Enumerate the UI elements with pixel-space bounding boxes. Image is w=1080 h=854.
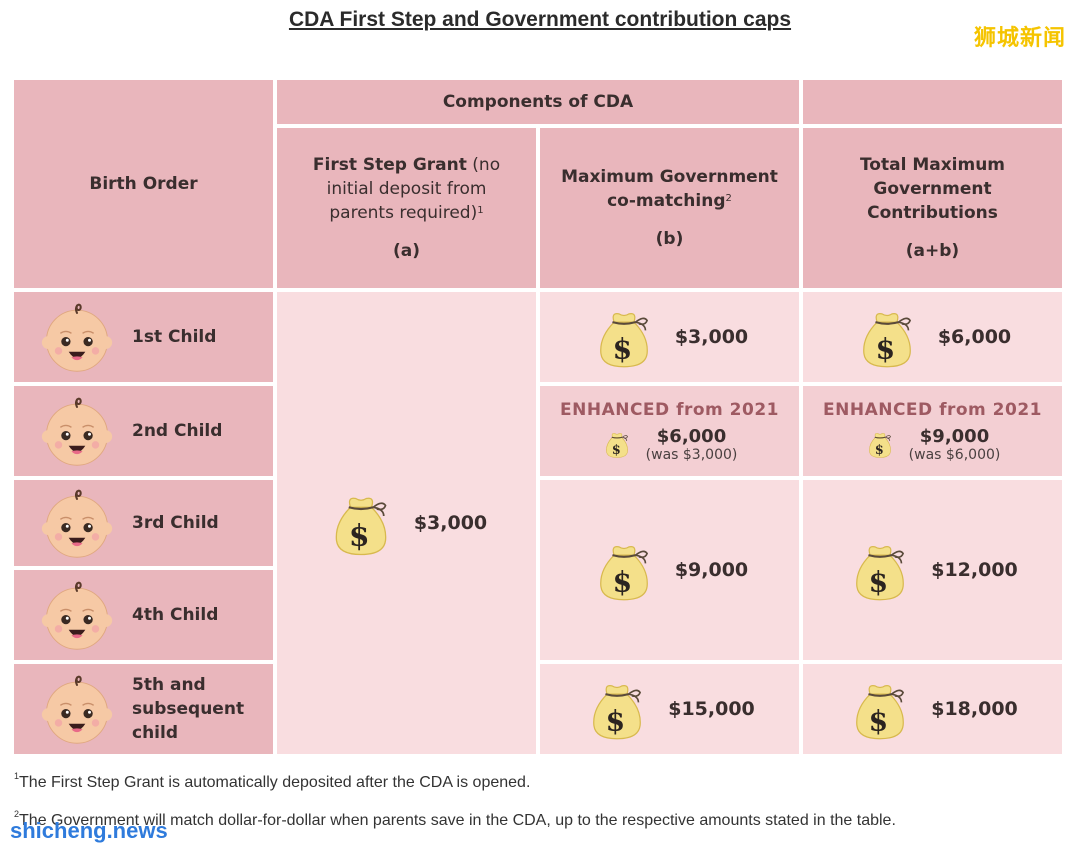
baby-face-icon <box>40 486 114 560</box>
total-5th-child: $18,000 <box>803 664 1062 754</box>
total-5th-amount: $18,000 <box>931 698 1018 720</box>
header-col-c-label: Total Maximum Government Contributions <box>859 155 1006 223</box>
header-components-label: Components of CDA <box>442 92 634 112</box>
money-bag-icon <box>591 535 657 605</box>
b-5th-amount: $15,000 <box>668 698 755 720</box>
money-bag-icon <box>602 428 632 460</box>
total-2nd-values: $9,000 (was $6,000) <box>909 426 1001 463</box>
total-1st-amount: $6,000 <box>937 326 1012 348</box>
first-step-grant: $3,000 <box>326 487 487 559</box>
total-2nd-was: (was $6,000) <box>908 446 1001 463</box>
b-2nd-child: ENHANCED from 2021 $6,000 (was $3,000) <box>540 386 799 476</box>
b-2nd-amount: $6,000 <box>656 425 727 447</box>
header-col-c: Total Maximum Government Contributions (… <box>803 128 1062 288</box>
header-col-c-tag: (a+b) <box>905 241 960 261</box>
enhanced-label: ENHANCED from 2021 <box>823 399 1042 420</box>
b-3rd-4th-child: $9,000 <box>540 480 799 660</box>
money-bag-icon <box>584 674 650 744</box>
row-1st-child: 1st Child <box>14 292 273 382</box>
row-4th-child: 4th Child <box>14 570 273 660</box>
row-label: 4th Child <box>132 605 219 625</box>
header-col-b-tag: (b) <box>655 229 684 249</box>
header-birth-order-label: Birth Order <box>89 174 198 194</box>
baby-face-icon <box>40 672 114 746</box>
header-col-b: Maximum Government co-matching2 (b) <box>540 128 799 288</box>
total-1st-money: $6,000 <box>854 302 1011 372</box>
footnote-2-marker: 2 <box>14 809 20 819</box>
header-col-b-label: Maximum Government co-matching <box>561 167 778 211</box>
header-birth-order: Birth Order <box>14 80 273 288</box>
total-2nd-amount: $9,000 <box>919 425 990 447</box>
b-5th-money: $15,000 <box>584 674 755 744</box>
header-col-b-text: Maximum Government co-matching2 <box>540 165 799 213</box>
b-3-4-amount: $9,000 <box>674 559 749 581</box>
footnote-2-text: The Government will match dollar-for-dol… <box>19 812 896 829</box>
b-1st-amount: $3,000 <box>674 326 749 348</box>
header-col-a-rest: (no initial deposit from parents require… <box>326 155 501 223</box>
baby-face-icon <box>40 394 114 468</box>
total-2nd-row: $9,000 (was $6,000) <box>865 426 1001 463</box>
header-col-a-tag: (a) <box>392 241 420 261</box>
money-bag-icon <box>847 674 913 744</box>
b-2nd-was: (was $3,000) <box>645 446 738 463</box>
money-bag-icon <box>865 428 895 460</box>
first-step-grant-amount: $3,000 <box>413 512 488 534</box>
footnote-ref-2: 2 <box>725 193 732 204</box>
header-col-a-text: First Step Grant (no initial deposit fro… <box>277 153 536 225</box>
footnote-2: 2The Government will match dollar-for-do… <box>14 809 896 830</box>
header-components: Components of CDA <box>277 80 799 124</box>
row-label: 1st Child <box>132 327 217 347</box>
row-5th-child: 5th and subsequent child <box>14 664 273 754</box>
first-step-grant-cell: $3,000 <box>277 292 536 754</box>
total-5th-money: $18,000 <box>847 674 1018 744</box>
total-3-4-money: $12,000 <box>847 535 1018 605</box>
header-col-a-bold: First Step Grant <box>312 155 467 175</box>
money-bag-icon <box>854 302 920 372</box>
total-1st-child: $6,000 <box>803 292 1062 382</box>
b-1st-child: $3,000 <box>540 292 799 382</box>
row-label: 3rd Child <box>132 513 219 533</box>
footnote-1-marker: 1 <box>14 771 20 781</box>
footnote-ref-1: 1 <box>477 205 484 216</box>
b-1st-money: $3,000 <box>591 302 748 372</box>
footnote-1: 1The First Step Grant is automatically d… <box>14 771 531 792</box>
header-blank <box>803 80 1062 124</box>
footnote-1-text: The First Step Grant is automatically de… <box>19 774 531 791</box>
enhanced-label: ENHANCED from 2021 <box>560 399 779 420</box>
row-3rd-child: 3rd Child <box>14 480 273 566</box>
header-col-a: First Step Grant (no initial deposit fro… <box>277 128 536 288</box>
baby-face-icon <box>40 578 114 652</box>
total-3rd-4th-child: $12,000 <box>803 480 1062 660</box>
money-bag-icon <box>591 302 657 372</box>
row-label: 5th and subsequent child <box>132 675 245 743</box>
watermark-top: 狮城新闻 <box>973 26 1066 51</box>
b-3-4-money: $9,000 <box>591 535 748 605</box>
b-2nd-values: $6,000 (was $3,000) <box>646 426 738 463</box>
baby-face-icon <box>40 300 114 374</box>
b-5th-child: $15,000 <box>540 664 799 754</box>
total-3-4-amount: $12,000 <box>931 559 1018 581</box>
page-title: CDA First Step and Government contributi… <box>288 8 792 31</box>
watermark-bottom: shicheng.news <box>10 818 168 843</box>
money-bag-icon <box>847 535 913 605</box>
money-bag-icon <box>326 487 396 559</box>
b-2nd-row: $6,000 (was $3,000) <box>602 426 738 463</box>
row-2nd-child: 2nd Child <box>14 386 273 476</box>
row-label: 2nd Child <box>132 421 223 441</box>
total-2nd-child: ENHANCED from 2021 $9,000 (was $6,000) <box>803 386 1062 476</box>
